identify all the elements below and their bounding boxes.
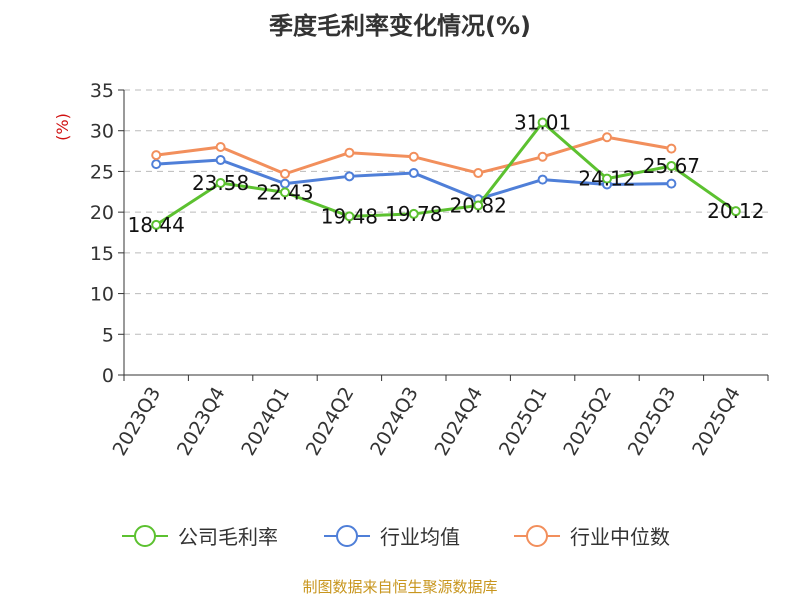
x-tick-label: 2023Q4 <box>173 383 230 459</box>
y-tick-label: 10 <box>90 284 114 306</box>
data-point <box>215 155 226 166</box>
chart-title: 季度毛利率变化情况(%) <box>269 12 531 40</box>
legend-marker <box>134 525 156 547</box>
legend-marker <box>336 525 358 547</box>
data-point <box>215 177 226 188</box>
data-point <box>408 151 419 162</box>
data-point <box>666 178 677 189</box>
data-point <box>666 160 677 171</box>
data-point <box>280 168 290 179</box>
data-point <box>344 147 355 158</box>
x-tick-label: 2024Q3 <box>366 383 423 459</box>
data-point <box>215 142 226 152</box>
x-tick-label: 2025Q2 <box>559 383 616 459</box>
source-note: 制图数据来自恒生聚源数据库 <box>302 578 498 596</box>
data-point <box>151 150 162 161</box>
legend-label: 行业中位数 <box>570 525 670 549</box>
y-tick-label: 0 <box>102 365 114 387</box>
data-point <box>602 132 612 143</box>
x-tick-label: 2023Q3 <box>109 383 166 459</box>
x-tick-label: 2025Q3 <box>624 383 681 459</box>
data-label: 25.67 <box>643 154 700 178</box>
data-label: 23.58 <box>192 171 249 195</box>
data-labels: 18.44 23.58 22.43 19.48 19.78 20.82 31.01 24.12… <box>128 110 765 236</box>
data-point <box>344 171 355 182</box>
data-point <box>473 200 484 211</box>
x-tick-label: 2024Q4 <box>431 383 488 459</box>
data-point <box>408 168 419 179</box>
data-label: 22.43 <box>256 180 313 204</box>
data-label: 24.12 <box>578 167 635 191</box>
series-lines <box>151 117 741 230</box>
y-tick-label: 25 <box>90 161 114 183</box>
data-label: 19.48 <box>321 204 378 228</box>
legend-marker <box>526 525 548 547</box>
data-point <box>408 208 419 219</box>
data-label: 19.78 <box>385 202 442 226</box>
data-point <box>730 206 741 217</box>
data-point <box>280 187 290 198</box>
y-tick-label: 35 <box>90 80 114 102</box>
x-tick-label: 2024Q1 <box>237 383 294 459</box>
x-tick-label: 2024Q2 <box>302 383 359 459</box>
data-point <box>151 159 162 170</box>
x-tick-label: 2025Q4 <box>688 383 745 459</box>
y-tick-label: 15 <box>90 243 114 265</box>
data-point <box>473 168 484 179</box>
y-tick-label: 20 <box>90 202 114 224</box>
x-tick-label: 2025Q1 <box>495 383 552 459</box>
data-point <box>537 174 548 185</box>
legend-label: 行业均值 <box>380 525 460 549</box>
y-tick-label: 30 <box>90 121 114 143</box>
legend: 公司毛利率 行业均值 行业中位数 <box>122 525 670 549</box>
data-point <box>344 211 355 222</box>
data-point <box>537 151 548 162</box>
data-label: 20.12 <box>707 199 764 223</box>
y-axis-label: (%) <box>53 113 72 141</box>
data-label: 31.01 <box>514 110 571 134</box>
data-point <box>602 173 612 184</box>
series-line <box>155 120 737 227</box>
legend-label: 公司毛利率 <box>178 525 278 549</box>
grid-lines <box>124 89 768 335</box>
data-point <box>537 117 548 128</box>
y-tick-label: 5 <box>102 324 114 346</box>
data-label: 18.44 <box>128 213 185 237</box>
data-label: 20.82 <box>450 193 507 217</box>
data-point <box>151 219 162 230</box>
data-point <box>666 143 677 154</box>
